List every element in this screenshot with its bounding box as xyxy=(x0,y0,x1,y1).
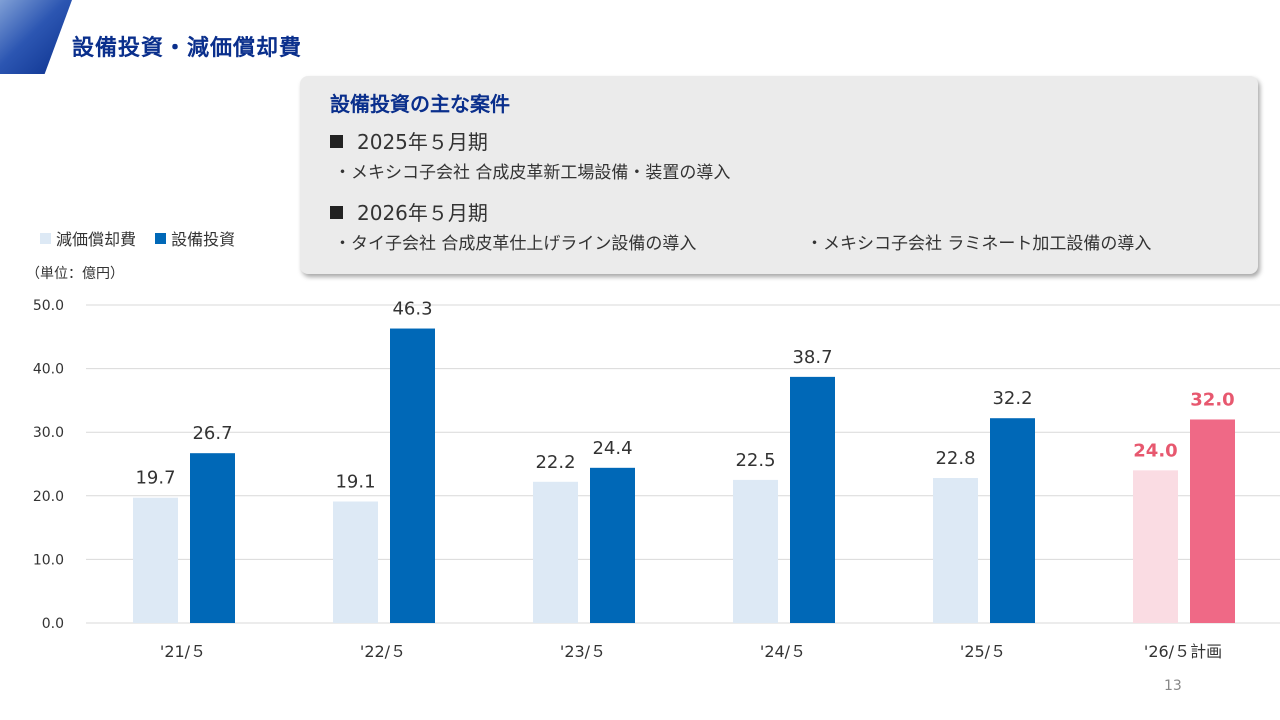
page-number: 13 xyxy=(1164,678,1182,694)
project-item: ・メキシコ子会社 合成皮革新工場設備・装置の導入 xyxy=(334,163,731,183)
unit-label: （単位：億円） xyxy=(26,266,124,282)
data-label: 19.1 xyxy=(335,472,375,493)
data-label: 22.5 xyxy=(735,450,775,471)
data-label: 19.7 xyxy=(135,468,175,489)
x-tick-label: '22/５ xyxy=(360,642,406,661)
data-label: 46.3 xyxy=(392,299,432,320)
data-label: 26.7 xyxy=(192,423,232,444)
period-label: 2025年５月期 xyxy=(357,130,488,154)
callout-title: 設備投資の主な案件 xyxy=(330,92,510,116)
x-tick-label: '21/５ xyxy=(160,642,206,661)
bar xyxy=(190,453,235,623)
bar xyxy=(533,481,578,623)
project-item: ・メキシコ子会社 ラミネート加工設備の導入 xyxy=(806,234,1152,254)
x-tick-label: '26/５計画 xyxy=(1144,642,1222,661)
bar xyxy=(990,418,1035,623)
chart-legend: 減価償却費 設備投資 xyxy=(40,226,249,250)
y-tick-label: 50.0 xyxy=(33,298,64,314)
bar xyxy=(390,328,435,623)
data-label: 32.0 xyxy=(1190,389,1234,410)
bar xyxy=(733,479,778,623)
square-bullet-icon xyxy=(330,206,343,219)
legend-label: 設備投資 xyxy=(171,230,236,249)
data-label: 38.7 xyxy=(792,347,832,368)
y-tick-label: 0.0 xyxy=(42,616,64,632)
data-label: 24.4 xyxy=(592,438,632,459)
period-fy2026: 2026年５月期 xyxy=(330,197,488,226)
period-fy2025: 2025年５月期 xyxy=(330,126,488,155)
data-label: 24.0 xyxy=(1133,440,1177,461)
period-label: 2026年５月期 xyxy=(357,201,488,225)
page-title: 設備投資・減価償却費 xyxy=(72,36,303,61)
legend-swatch xyxy=(155,232,167,244)
square-bullet-icon xyxy=(330,135,343,148)
y-tick-label: 10.0 xyxy=(33,552,64,568)
project-item: ・タイ子会社 合成皮革仕上げライン設備の導入 xyxy=(334,234,697,254)
capex-projects-callout: 設備投資の主な案件 2025年５月期 ・メキシコ子会社 合成皮革新工場設備・装置… xyxy=(300,76,1258,274)
y-tick-label: 30.0 xyxy=(33,425,64,441)
legend-label: 減価償却費 xyxy=(56,230,137,249)
data-label: 22.2 xyxy=(535,452,575,473)
bar xyxy=(933,477,978,623)
bar xyxy=(590,467,635,623)
x-tick-label: '23/５ xyxy=(560,642,606,661)
y-tick-label: 20.0 xyxy=(33,489,64,505)
data-label: 32.2 xyxy=(992,388,1032,409)
legend-swatch xyxy=(40,232,51,244)
x-tick-label: '24/５ xyxy=(760,642,806,661)
legend-item-depreciation: 減価償却費 xyxy=(40,226,136,250)
x-tick-label: '25/５ xyxy=(960,642,1006,661)
legend-item-capex: 設備投資 xyxy=(155,226,235,250)
bar xyxy=(333,501,378,623)
bar xyxy=(790,376,835,623)
bar xyxy=(1133,470,1178,623)
bar xyxy=(1190,419,1235,623)
data-label: 22.8 xyxy=(935,448,975,469)
bar xyxy=(133,497,178,623)
y-tick-label: 40.0 xyxy=(33,362,64,378)
